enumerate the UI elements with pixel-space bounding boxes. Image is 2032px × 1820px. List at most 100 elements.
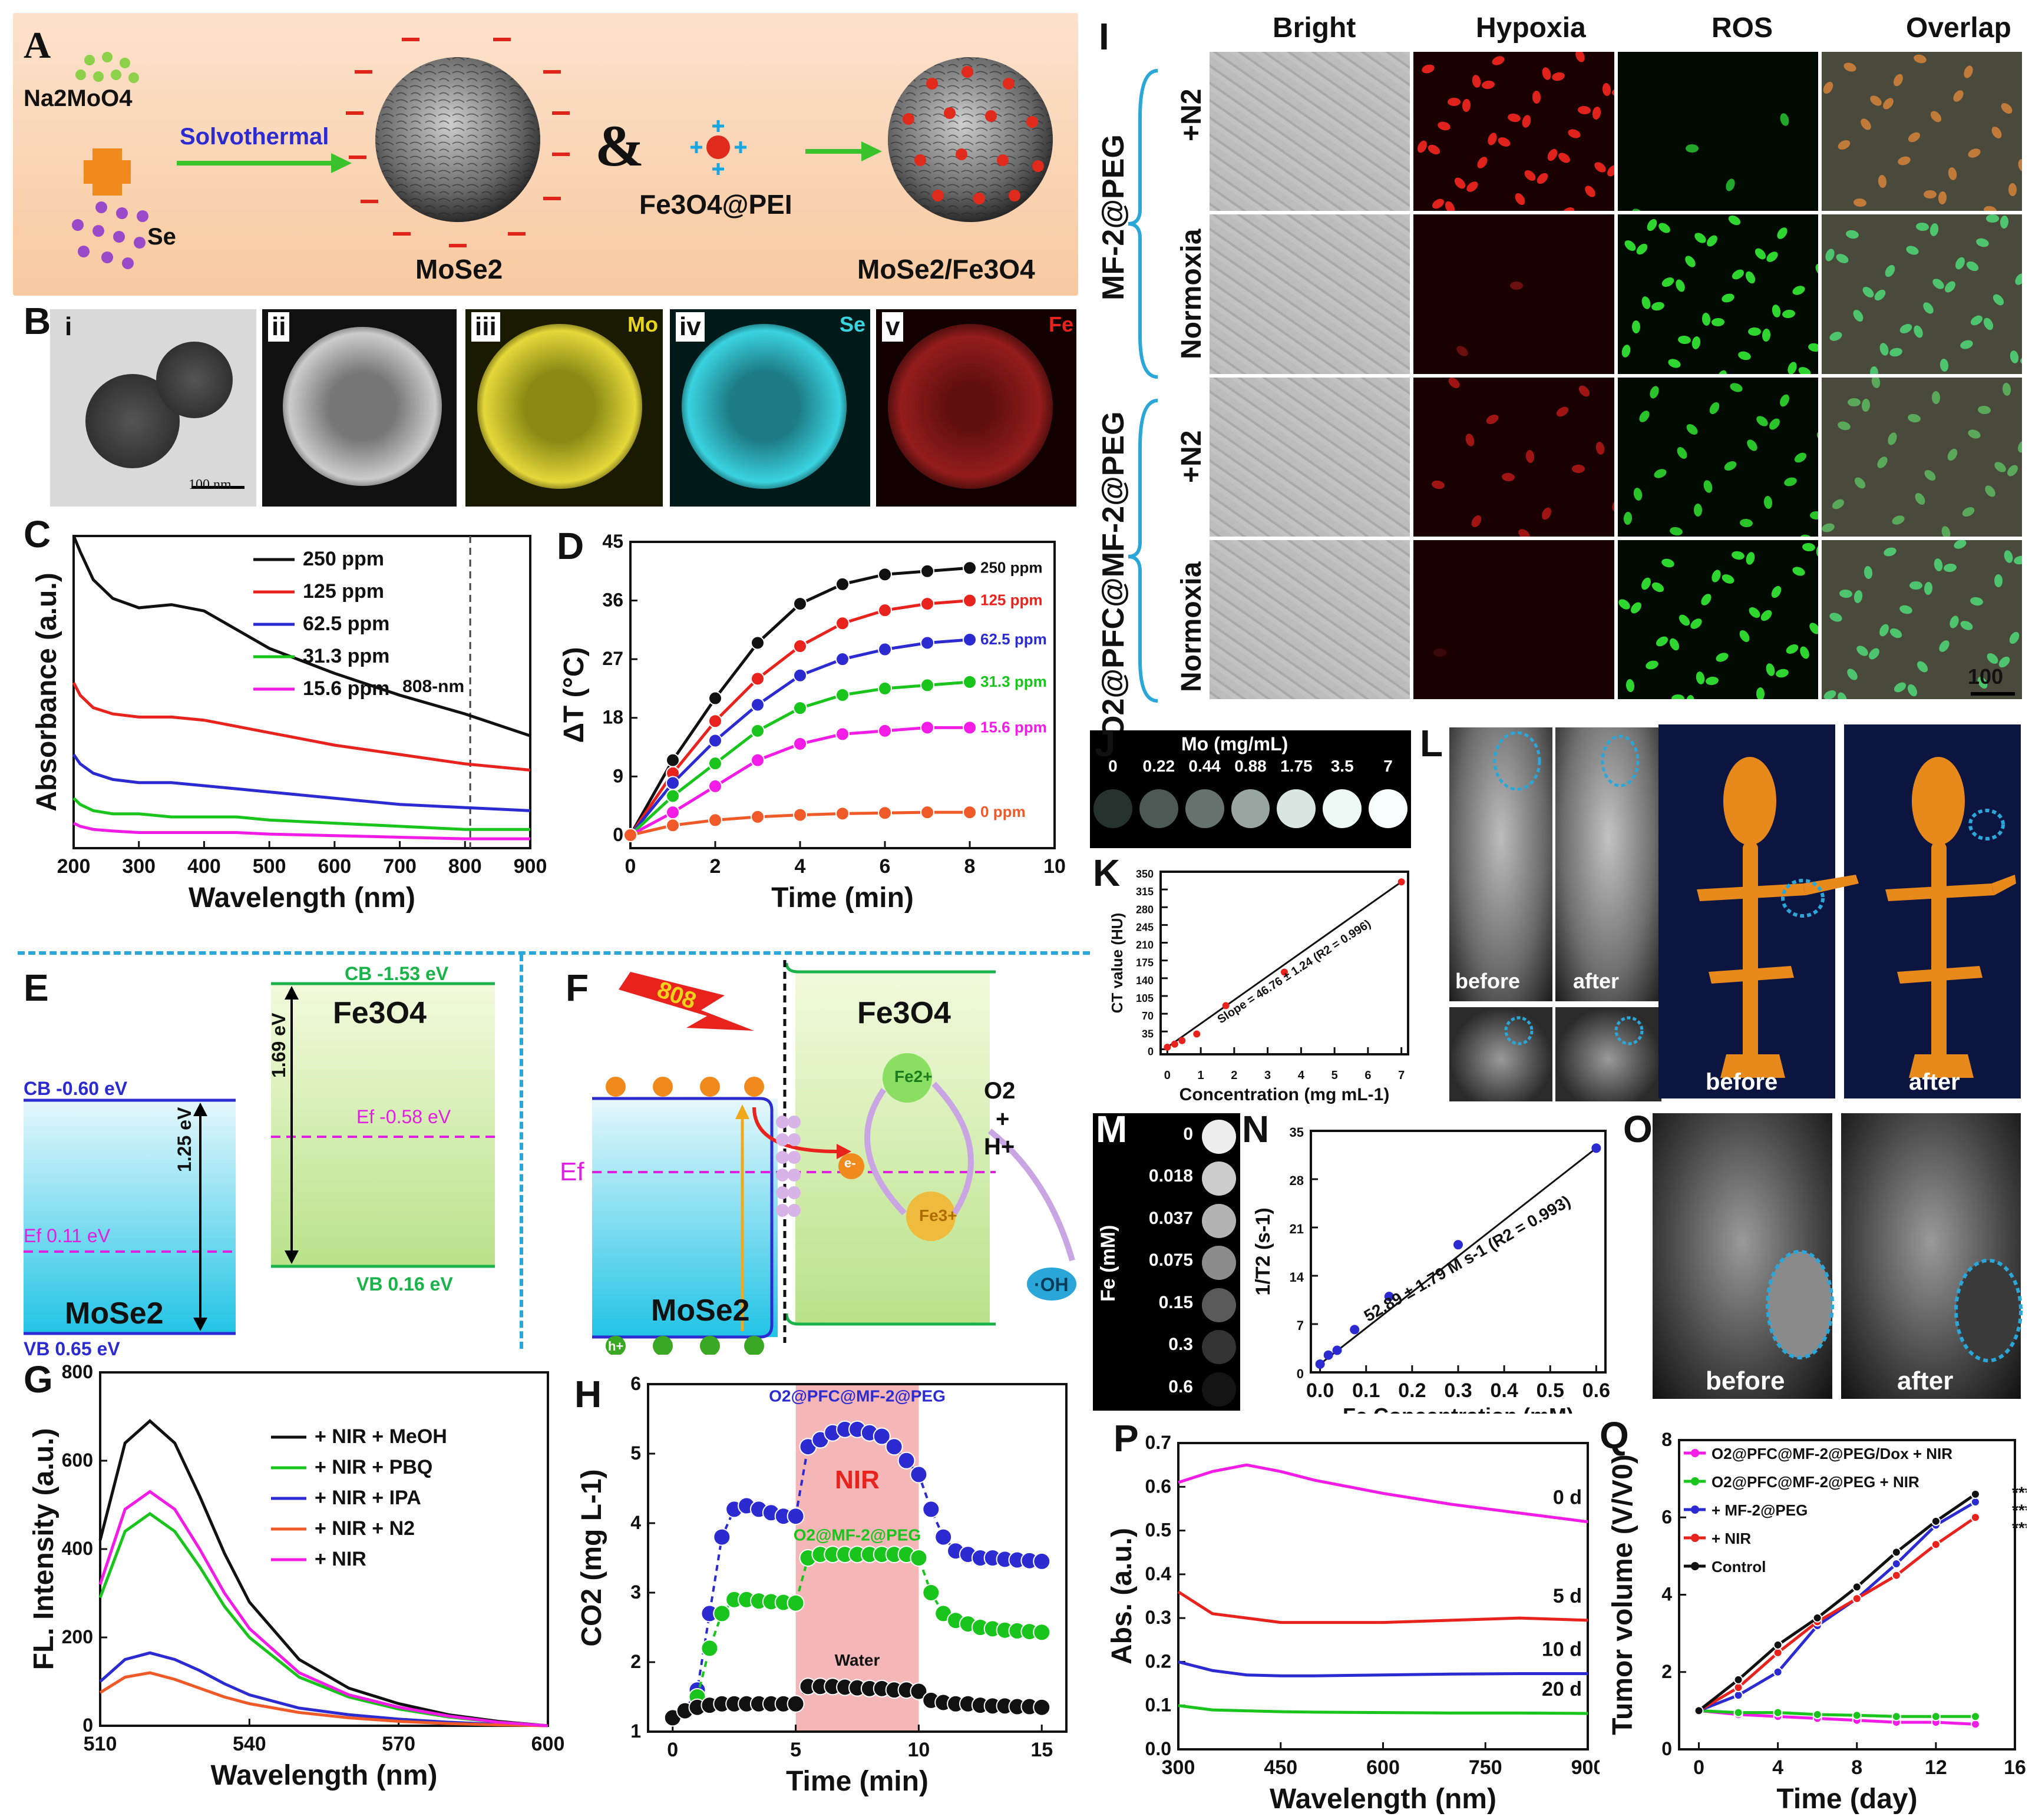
- data-point: [708, 779, 722, 793]
- data-point: [623, 828, 637, 842]
- y-tick-label: 35: [1142, 1028, 1154, 1040]
- group2-label: O2@PFC@MF-2@PEG: [1096, 411, 1131, 739]
- panel-label-b: B: [24, 300, 51, 342]
- se-dots: [72, 201, 148, 269]
- micrograph-tile: [1413, 540, 1614, 699]
- series-line: [1178, 1660, 1588, 1677]
- col-hypoxia: Hypoxia: [1476, 12, 1586, 44]
- legend-entry: 31.3 ppm: [303, 645, 389, 667]
- data-point: [787, 1507, 805, 1526]
- legend-marker: [1691, 1505, 1699, 1514]
- micrograph-tile: [1210, 52, 1410, 211]
- micrograph-tile: [1821, 214, 2022, 374]
- data-point: [1931, 1540, 1941, 1550]
- data-point: [793, 701, 807, 716]
- additive-fe3o4-pei: Fe3O4@PEI: [639, 189, 792, 220]
- x-tick-label: 0: [1693, 1756, 1704, 1779]
- ef-mose2: Ef 0.11 eV: [24, 1225, 111, 1246]
- x-tick-label: 3: [1264, 1069, 1271, 1082]
- data-point: [1397, 878, 1405, 886]
- y-tick-label: 36: [602, 590, 623, 611]
- y-tick-label: 210: [1136, 939, 1154, 951]
- l-after-2: after: [1909, 1069, 1960, 1095]
- data-point: [751, 697, 765, 712]
- data-point: [835, 806, 850, 821]
- micrograph-tile: [1821, 540, 2022, 699]
- data-point: [922, 1500, 940, 1518]
- mri-phantom-well: [1202, 1162, 1236, 1196]
- l-after-1: after: [1573, 969, 1620, 993]
- y-tick-label: 6: [1661, 1506, 1672, 1527]
- haadf-image-ii: [262, 309, 457, 507]
- data-point: [1931, 1516, 1941, 1526]
- plot-frame: [72, 535, 531, 849]
- y-tick-label: 4: [1661, 1584, 1672, 1605]
- x-tick-label: 700: [383, 855, 417, 878]
- row-label-n2-2: +N2: [1176, 430, 1207, 483]
- micrograph-tile: [1821, 52, 2022, 211]
- legend-entry: + NIR + IPA: [315, 1487, 421, 1509]
- x-tick-label: 4: [795, 855, 806, 878]
- row-label-n2-1: +N2: [1176, 88, 1207, 141]
- fe-conc-label: 0: [1183, 1124, 1193, 1144]
- data-point: [1350, 1325, 1360, 1335]
- data-point: [708, 733, 722, 748]
- data-point: [878, 642, 892, 657]
- tem-image-i: [50, 309, 256, 507]
- data-point: [1384, 1292, 1394, 1302]
- x-tick-label: 0.5: [1537, 1379, 1564, 1402]
- fe3o4-label-e: Fe3O4: [333, 996, 427, 1030]
- data-point: [934, 1528, 953, 1546]
- subpanel-v: v: [882, 312, 904, 342]
- data-point: [793, 597, 807, 611]
- data-point: [963, 805, 977, 820]
- data-point: [793, 736, 807, 751]
- micrograph-tile: [1210, 377, 1410, 537]
- x-tick-label: 510: [84, 1733, 117, 1755]
- mo-conc-label: 0.44: [1188, 757, 1221, 775]
- mo-conc-label: 0.22: [1142, 757, 1175, 775]
- x-tick-label: 15: [1030, 1739, 1053, 1761]
- mri-phantom-well: [1202, 1288, 1236, 1322]
- o2-label: O2: [984, 1078, 1016, 1104]
- x-tick-label: 600: [1366, 1756, 1400, 1779]
- panel-label-h: H: [574, 1373, 602, 1415]
- scalebar-label: 100 nm: [189, 477, 232, 492]
- y-tick-label: 175: [1136, 957, 1154, 969]
- x-axis-label: Concentration (mg mL-1): [1179, 1085, 1390, 1104]
- j-title: Mo (mg/mL): [1181, 733, 1288, 755]
- x-tick-label: 1: [1198, 1069, 1204, 1082]
- data-point: [787, 1695, 805, 1713]
- x-tick-label: 750: [1469, 1756, 1502, 1779]
- y-tick-label: 35: [1290, 1125, 1304, 1140]
- data-point: [878, 723, 892, 738]
- y-tick-label: 800: [62, 1361, 93, 1382]
- data-point: [1970, 1513, 1980, 1523]
- x-tick-label: 5: [790, 1739, 801, 1761]
- data-point: [708, 813, 722, 828]
- data-point: [708, 756, 722, 771]
- data-point: [1891, 1570, 1901, 1580]
- data-point: [1852, 1710, 1862, 1720]
- significance-mark: ***: [2012, 1518, 2027, 1537]
- plot-frame: [647, 1383, 1068, 1733]
- y-tick-label: 0.7: [1145, 1432, 1171, 1453]
- chart-q: 0 4 8 12 16 0 2 4 6 8 Time (day) Tumor volume (V/V0…: [1607, 1429, 2027, 1814]
- subpanel-iii: iii: [471, 312, 500, 342]
- x-tick-label: 8: [1851, 1756, 1862, 1779]
- subpanel-iv: iv: [676, 312, 705, 342]
- data-point: [1812, 1613, 1822, 1623]
- ct-before-coronal: [1449, 727, 1552, 1001]
- y-tick-label: 14: [1290, 1270, 1304, 1285]
- y-tick-label: 0: [1148, 1045, 1154, 1057]
- group-braces: [1128, 69, 1158, 703]
- data-point: [1891, 1547, 1901, 1557]
- series-line: [72, 753, 531, 812]
- data-point: [1891, 1559, 1901, 1568]
- micrograph-tile: [1413, 377, 1614, 537]
- legend-entry: + MF-2@PEG: [1711, 1501, 1808, 1519]
- l-before-2: before: [1706, 1069, 1778, 1095]
- row-label-normoxia-1: Normoxia: [1176, 229, 1207, 359]
- col-bright: Bright: [1273, 12, 1356, 44]
- data-point: [835, 688, 850, 702]
